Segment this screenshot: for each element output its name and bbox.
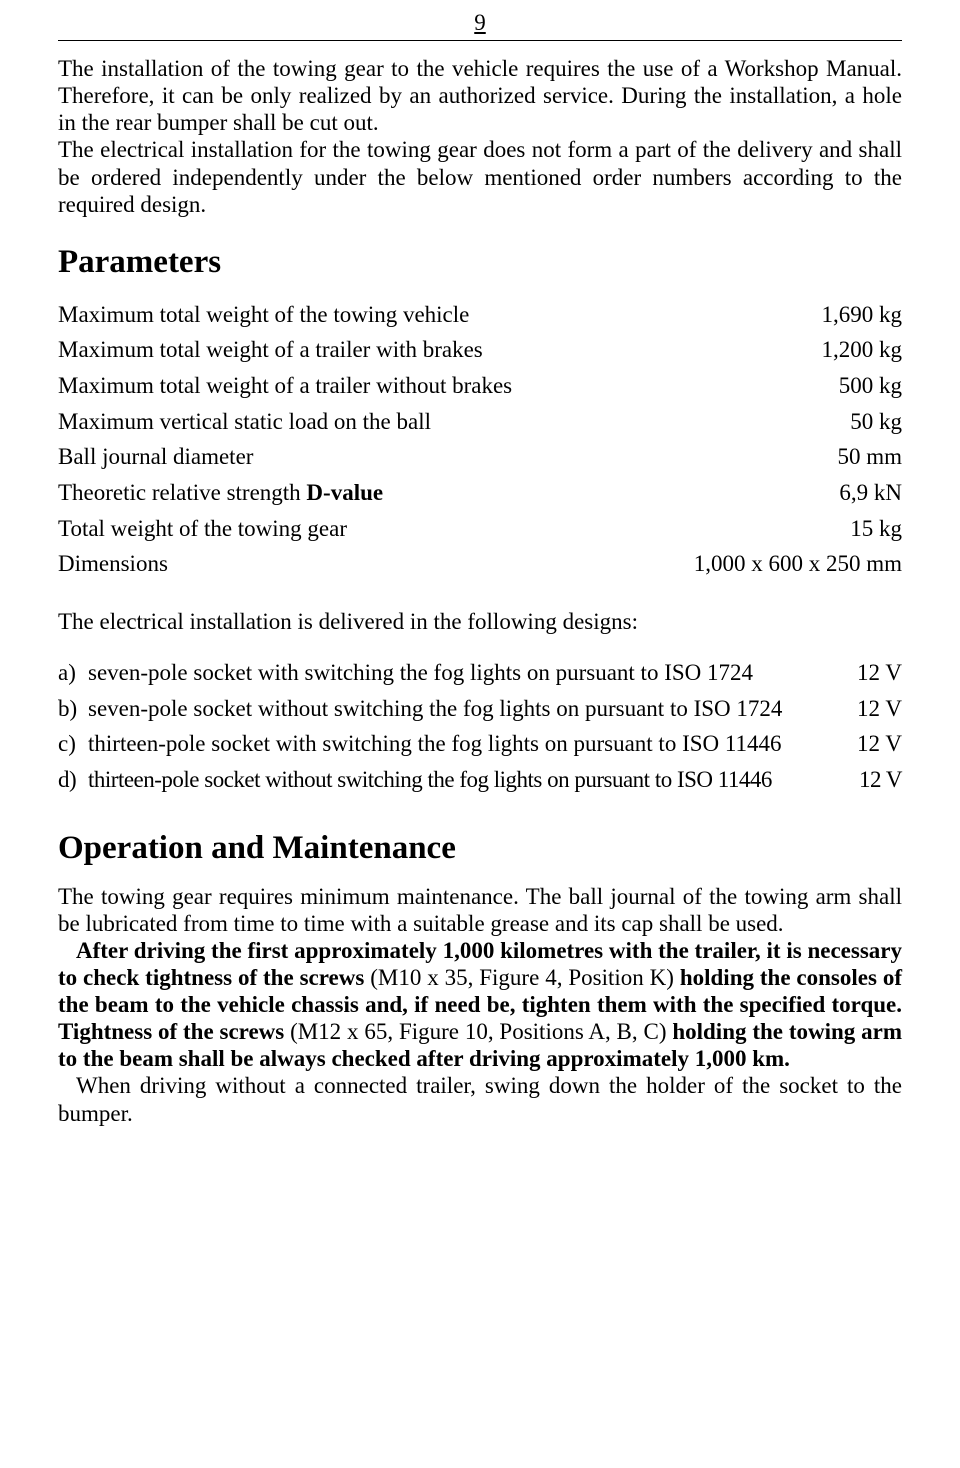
design-bullet: d)	[58, 762, 88, 798]
design-value: 12 V	[843, 655, 902, 691]
parameter-label: Total weight of the towing gear	[58, 511, 347, 547]
design-text: thirteen-pole socket without switching t…	[88, 762, 845, 798]
parameters-heading: Parameters	[58, 244, 902, 281]
design-row: c) thirteen-pole socket with switching t…	[58, 726, 902, 762]
parameter-label: Ball journal diameter	[58, 439, 253, 475]
parameter-label: Maximum vertical static load on the ball	[58, 404, 431, 440]
design-bullet: a)	[58, 655, 88, 691]
maintenance-plain: (M10 x 35, Figure 4, Position K)	[370, 965, 680, 990]
design-value: 12 V	[845, 762, 902, 798]
maintenance-paragraph-3: When driving without a connected trailer…	[58, 1072, 902, 1126]
maintenance-plain-2: (M12 x 65, Figure 10, Positions A, B, C)	[290, 1019, 672, 1044]
parameter-row: Total weight of the towing gear 15 kg	[58, 511, 902, 547]
parameter-value: 50 mm	[837, 439, 902, 475]
parameter-label: Maximum total weight of the towing vehic…	[58, 297, 469, 333]
parameter-row: Ball journal diameter 50 mm	[58, 439, 902, 475]
design-text: seven-pole socket without switching the …	[88, 691, 843, 727]
intro-paragraph-2: The electrical installation for the towi…	[58, 136, 902, 217]
parameter-row: Maximum vertical static load on the ball…	[58, 404, 902, 440]
parameter-value: 15 kg	[850, 511, 902, 547]
designs-intro: The electrical installation is delivered…	[58, 608, 902, 635]
design-value: 12 V	[843, 691, 902, 727]
intro-paragraph-1: The installation of the towing gear to t…	[58, 55, 902, 136]
parameter-row: Maximum total weight of the towing vehic…	[58, 297, 902, 333]
parameter-label: Dimensions	[58, 546, 168, 582]
parameter-row: Maximum total weight of a trailer withou…	[58, 368, 902, 404]
parameter-label: Theoretic relative strength D-value	[58, 475, 383, 511]
design-bullet: c)	[58, 726, 88, 762]
design-row: d) thirteen-pole socket without switchin…	[58, 762, 902, 798]
parameter-label: Maximum total weight of a trailer with b…	[58, 332, 483, 368]
parameter-row: Dimensions 1,000 x 600 x 250 mm	[58, 546, 902, 582]
d-value-bold: D-value	[306, 480, 383, 505]
parameter-value: 1,000 x 600 x 250 mm	[694, 546, 902, 582]
parameters-list: Maximum total weight of the towing vehic…	[58, 297, 902, 582]
design-value: 12 V	[843, 726, 902, 762]
parameter-value: 6,9 kN	[839, 475, 902, 511]
parameter-row: Theoretic relative strength D-value 6,9 …	[58, 475, 902, 511]
design-text: thirteen-pole socket with switching the …	[88, 726, 843, 762]
designs-list: a) seven-pole socket with switching the …	[58, 655, 902, 798]
parameter-label: Maximum total weight of a trailer withou…	[58, 368, 512, 404]
parameter-value: 500 kg	[839, 368, 902, 404]
parameter-value: 1,200 kg	[822, 332, 903, 368]
design-bullet: b)	[58, 691, 88, 727]
document-page: 9 The installation of the towing gear to…	[0, 0, 960, 1468]
design-row: b) seven-pole socket without switching t…	[58, 691, 902, 727]
parameter-row: Maximum total weight of a trailer with b…	[58, 332, 902, 368]
header-rule	[58, 40, 902, 41]
maintenance-paragraph-1: The towing gear requires minimum mainten…	[58, 883, 902, 937]
parameter-value: 1,690 kg	[822, 297, 903, 333]
page-number: 9	[58, 10, 902, 36]
design-text: seven-pole socket with switching the fog…	[88, 655, 843, 691]
design-row: a) seven-pole socket with switching the …	[58, 655, 902, 691]
parameter-value: 50 kg	[850, 404, 902, 440]
operation-heading: Operation and Maintenance	[58, 830, 902, 867]
maintenance-paragraph-2: After driving the first approximately 1,…	[58, 937, 902, 1073]
